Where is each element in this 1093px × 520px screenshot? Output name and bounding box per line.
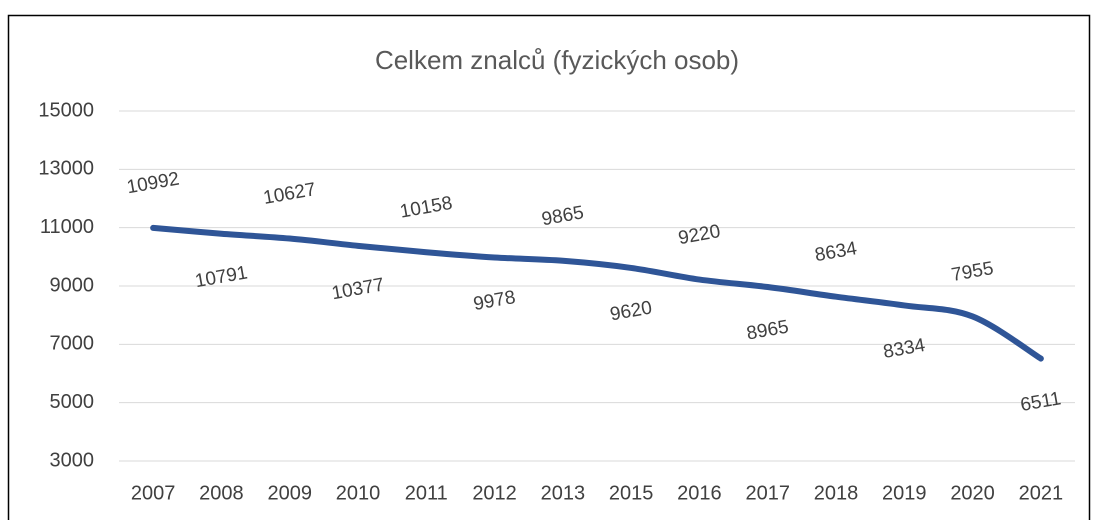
x-tick-label: 2018	[814, 482, 859, 504]
x-tick-label: 2010	[336, 482, 381, 504]
x-tick-label: 2017	[745, 482, 790, 504]
y-tick-label: 9000	[50, 274, 95, 296]
x-tick-label: 2020	[950, 482, 995, 504]
x-tick-label: 2011	[405, 482, 448, 504]
x-tick-label: 2016	[677, 482, 722, 504]
x-tick-label: 2021	[1019, 482, 1064, 504]
y-tick-label: 15000	[38, 99, 94, 121]
y-tick-label: 3000	[50, 449, 95, 471]
y-tick-label: 5000	[50, 391, 95, 413]
x-tick-label: 2008	[199, 482, 244, 504]
x-tick-label: 2013	[541, 482, 586, 504]
y-tick-label: 7000	[50, 333, 95, 355]
x-tick-label: 2019	[882, 482, 927, 504]
x-tick-label: 2012	[472, 482, 517, 504]
line	[150, 224, 1044, 362]
y-tick-label: 13000	[38, 158, 94, 180]
y-tick-label: 11000	[40, 216, 94, 238]
chart-frame	[7, 14, 1091, 520]
x-tick-label: 2015	[609, 482, 654, 504]
chart-title: Celkem znalců (fyzických osob)	[375, 45, 739, 75]
x-tick-label: 2007	[131, 482, 176, 504]
x-tick-label: 2009	[267, 482, 312, 504]
